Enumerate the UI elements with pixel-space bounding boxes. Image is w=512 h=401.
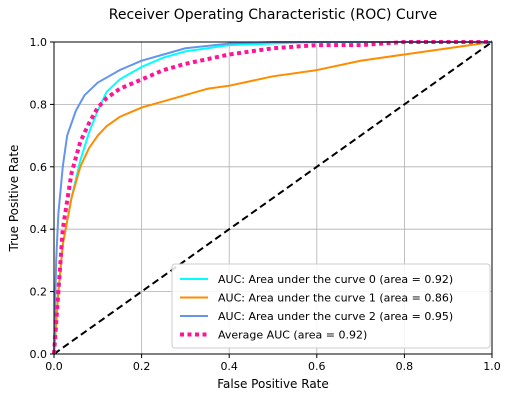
legend: AUC: Area under the curve 0 (area = 0.92… — [171, 263, 491, 349]
legend-box — [171, 263, 491, 349]
x-axis-label: False Positive Rate — [217, 377, 329, 391]
y-tick-label: 0.0 — [30, 348, 48, 361]
series-layer — [52, 40, 493, 355]
x-tick-label: 1.0 — [483, 360, 501, 373]
chart-title: Receiver Operating Characteristic (ROC) … — [109, 7, 438, 23]
roc-series-line-1 — [53, 41, 493, 355]
reference-line-layer — [53, 41, 493, 355]
legend-label: AUC: Area under the curve 0 (area = 0.92… — [218, 273, 453, 286]
y-tick-label: 0.6 — [30, 161, 48, 174]
legend-label: AUC: Area under the curve 2 (area = 0.95… — [218, 310, 453, 323]
y-tick-label: 0.8 — [30, 98, 48, 111]
x-tick-label: 0.8 — [396, 360, 414, 373]
x-tick-label: 0.0 — [45, 360, 63, 373]
y-tick-label: 0.2 — [30, 286, 48, 299]
roc-series-line-3 — [52, 40, 492, 355]
legend-label: Average AUC (area = 0.92) — [218, 329, 367, 342]
chance-diagonal-line — [53, 41, 493, 355]
x-tick-label: 0.2 — [133, 360, 151, 373]
y-tick-label: 0.4 — [30, 223, 48, 236]
ticks: 0.0 0.2 0.4 0.6 0.8 1.0 0.0 0.2 0.4 0.6 0.8 1.0 — [30, 36, 501, 373]
y-axis-label: True Positive Rate — [7, 145, 21, 253]
x-tick-label: 0.6 — [308, 360, 326, 373]
y-tick-label: 1.0 — [30, 36, 48, 49]
x-tick-label: 0.4 — [220, 360, 238, 373]
legend-label: AUC: Area under the curve 1 (area = 0.86… — [218, 292, 453, 305]
grid — [53, 41, 493, 355]
plot-frame — [53, 41, 493, 355]
